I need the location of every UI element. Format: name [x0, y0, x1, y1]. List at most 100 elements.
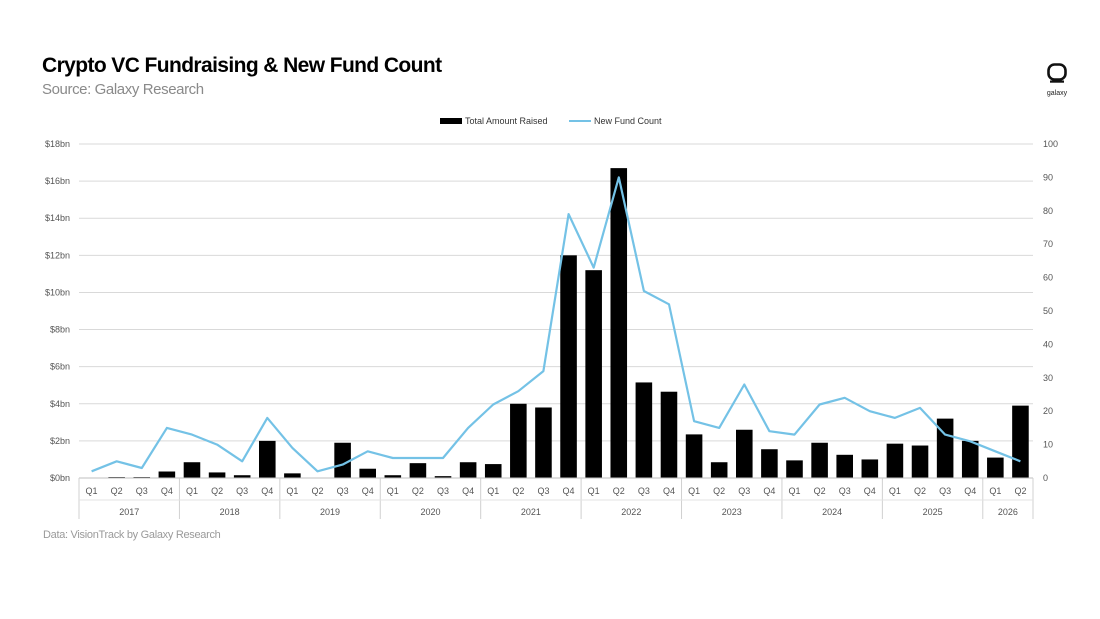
x-tick-label: Q2	[713, 486, 725, 496]
x-tick-label: Q4	[964, 486, 976, 496]
x-tick-label: Q1	[889, 486, 901, 496]
y-left-tick-label: $12bn	[45, 250, 70, 260]
x-tick-label: Q3	[437, 486, 449, 496]
x-tick-label: Q1	[86, 486, 98, 496]
gridlines	[79, 143, 1033, 479]
axes: $0bn $2bn $4bn $6bn $8bn $10bn $12bn $14bn $16bn…	[45, 139, 1058, 519]
bar	[284, 473, 301, 478]
y-right-tick-label: 50	[1043, 306, 1053, 316]
legend-swatch-bar	[440, 118, 462, 124]
x-tick-label: Q1	[788, 486, 800, 496]
bar	[585, 270, 602, 478]
x-tick-label: Q2	[512, 486, 524, 496]
bar	[886, 443, 904, 478]
x-tick-label: Q1	[186, 486, 198, 496]
year-label: 2026	[998, 507, 1018, 517]
bar	[535, 407, 552, 478]
y-left-tick-label: $6bn	[50, 362, 70, 372]
line-series	[91, 176, 1021, 473]
chart-title: Crypto VC Fundraising & New Fund Count	[42, 54, 442, 77]
x-tick-label: Q2	[914, 486, 926, 496]
bar	[259, 440, 276, 478]
bar	[635, 382, 653, 478]
y-left-tick-label: $10bn	[45, 287, 70, 297]
bar	[936, 418, 954, 478]
bar	[208, 472, 226, 478]
x-tick-label: Q2	[412, 486, 424, 496]
bar	[861, 459, 879, 478]
year-label: 2023	[722, 507, 742, 517]
y-left-tick-label: $0bn	[50, 473, 70, 483]
logo-text: galaxy	[1046, 90, 1068, 97]
bar	[233, 475, 251, 478]
y-right-tick-label: 80	[1043, 206, 1053, 216]
x-tick-label: Q3	[236, 486, 248, 496]
bar	[409, 463, 427, 478]
y-left-tick-label: $18bn	[45, 139, 70, 149]
year-label: 2021	[521, 507, 541, 517]
bar	[459, 462, 477, 478]
bar	[761, 449, 778, 478]
y-left-tick-label: $2bn	[50, 436, 70, 446]
bar	[510, 403, 527, 478]
year-label: 2025	[923, 507, 943, 517]
galaxy-logo: galaxy	[1040, 62, 1074, 97]
x-tick-label: Q4	[161, 486, 173, 496]
x-tick-label: Q3	[738, 486, 750, 496]
x-tick-label: Q4	[362, 486, 374, 496]
year-label: 2019	[320, 507, 340, 517]
bar	[710, 462, 728, 478]
line-path	[91, 176, 1021, 473]
x-tick-label: Q3	[839, 486, 851, 496]
x-tick-label: Q3	[638, 486, 650, 496]
year-label: 2017	[119, 507, 139, 517]
bar	[359, 468, 376, 478]
bar	[560, 255, 577, 478]
bar	[484, 464, 502, 478]
bar	[736, 429, 753, 478]
x-tick-label: Q2	[311, 486, 323, 496]
y-right-tick-label: 90	[1043, 172, 1053, 182]
x-tick-label: Q3	[537, 486, 549, 496]
year-label: 2024	[822, 507, 842, 517]
y-left-tick-label: $8bn	[50, 325, 70, 335]
y-right-tick-label: 100	[1043, 139, 1058, 149]
x-tick-label: Q1	[286, 486, 298, 496]
year-label: 2020	[420, 507, 440, 517]
x-tick-label: Q2	[613, 486, 625, 496]
y-right-tick-label: 0	[1043, 473, 1048, 483]
bar	[836, 454, 853, 478]
x-tick-label: Q4	[462, 486, 474, 496]
galaxy-logo-icon	[1047, 63, 1067, 83]
bar	[685, 434, 703, 478]
y-right-tick-label: 60	[1043, 273, 1053, 283]
bar	[811, 442, 828, 478]
y-left-tick-label: $4bn	[50, 399, 70, 409]
y-right-tick-label: 20	[1043, 406, 1053, 416]
bar	[911, 445, 929, 478]
bar	[660, 391, 678, 478]
y-right-tick-label: 30	[1043, 373, 1053, 383]
x-tick-label: Q4	[763, 486, 775, 496]
legend: Total Amount Raised New Fund Count	[440, 116, 662, 126]
bar	[434, 476, 452, 478]
y-right-tick-label: 70	[1043, 239, 1053, 249]
bar	[334, 442, 351, 478]
chart-subtitle: Source: Galaxy Research	[42, 81, 204, 98]
year-label: 2022	[621, 507, 641, 517]
x-tick-label: Q2	[211, 486, 223, 496]
legend-label-line: New Fund Count	[594, 116, 662, 126]
x-tick-label: Q4	[261, 486, 273, 496]
x-tick-label: Q3	[337, 486, 349, 496]
x-tick-label: Q1	[387, 486, 399, 496]
x-tick-label: Q1	[989, 486, 1001, 496]
x-tick-label: Q1	[487, 486, 499, 496]
bar	[786, 460, 803, 478]
x-tick-label: Q2	[1014, 486, 1026, 496]
bar	[158, 471, 176, 478]
legend-label-bar: Total Amount Raised	[465, 116, 548, 126]
y-left-tick-label: $16bn	[45, 176, 70, 186]
x-tick-label: Q2	[111, 486, 123, 496]
